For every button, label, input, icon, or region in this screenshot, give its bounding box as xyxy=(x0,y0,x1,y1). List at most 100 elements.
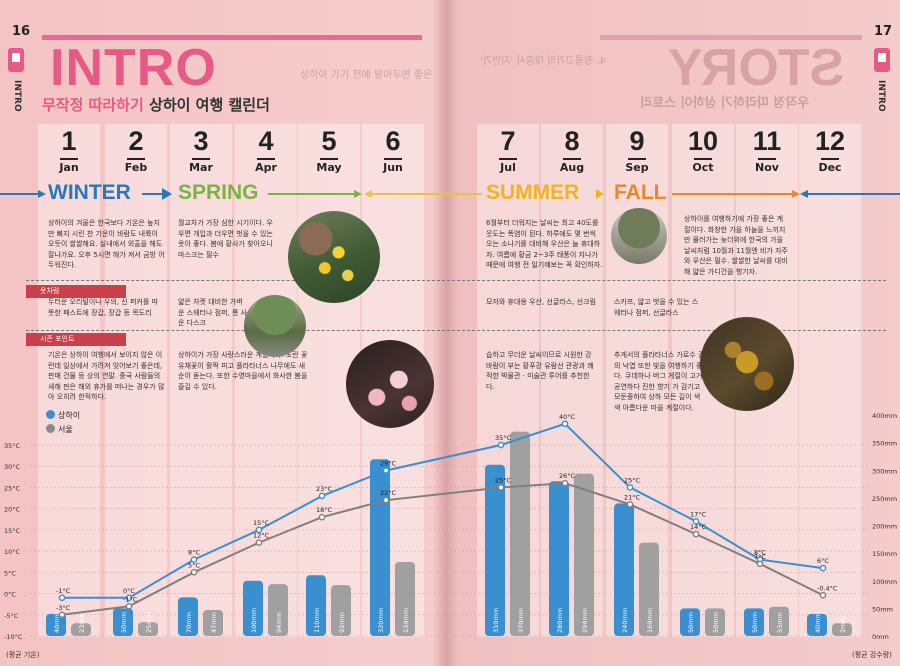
precip-axis-tick: 100mm xyxy=(872,578,897,586)
temp-label: -1°C xyxy=(56,587,71,595)
month-column-apr xyxy=(235,124,297,637)
precip-bar-seoul xyxy=(832,623,852,636)
page-icon-right xyxy=(874,48,890,72)
temp-axis-tick: -10°C xyxy=(4,633,23,641)
season-spring: SPRING xyxy=(178,181,259,204)
precip-bar-shanghai xyxy=(306,575,326,636)
temp-point xyxy=(382,496,390,504)
temp-label: 26°C xyxy=(559,472,576,480)
winter-weather-text: 상하이의 겨울은 한국보다 기온은 높지만 빠지 시린 찬 기운이 바람도 내륙… xyxy=(48,219,165,269)
precip-label-shanghai: 110mm xyxy=(313,608,321,633)
tag-sights: 시즌 포인트 xyxy=(26,333,126,346)
precip-bar-shanghai xyxy=(807,613,827,636)
month-column-jan xyxy=(38,124,100,637)
legend-swatch-seoul xyxy=(46,424,55,433)
header-rule-right xyxy=(600,35,862,40)
temp-label: 29°C xyxy=(380,459,397,467)
temp-point xyxy=(382,467,390,474)
ghost-left-header: 상하이 가기 전에 알아두면 좋은 xyxy=(300,70,433,81)
month-underline xyxy=(192,158,210,160)
month-underline xyxy=(127,158,145,160)
month-name: Jul xyxy=(500,161,516,174)
month-name: Aug xyxy=(559,161,585,174)
month-number: 1 xyxy=(61,126,77,156)
precip-label-seoul: 50mm xyxy=(712,612,720,633)
temp-label: 18°C xyxy=(316,506,333,514)
temp-label: 21°C xyxy=(624,493,641,501)
plum-blossom-photo xyxy=(346,340,434,428)
precip-bar-shanghai xyxy=(113,608,133,636)
temp-point xyxy=(819,591,827,599)
month-underline xyxy=(563,158,581,160)
precip-label-shanghai: 40mm xyxy=(53,612,61,633)
legend-label-seoul: 서울 xyxy=(58,425,73,434)
temp-point xyxy=(626,484,634,491)
page-number-right: 17 xyxy=(874,24,893,39)
month-column-mar xyxy=(170,124,232,637)
subtitle-pink: 무작정 따라하기 xyxy=(42,96,144,114)
month-name: May xyxy=(316,161,342,174)
temp-point xyxy=(255,526,263,534)
month-header-aug: 8 Aug xyxy=(541,126,603,174)
month-number: 8 xyxy=(564,126,580,156)
page-subtitle: 무작정 따라하기 상하이 여행 캘린더 xyxy=(42,94,270,115)
precip-label-seoul: 134mm xyxy=(402,608,410,633)
winter-sights-text: 기온은 상하이 여행에서 보이지 않은 이런데 일상에서 가려져 잊어보기 좋은… xyxy=(48,351,165,401)
precip-label-seoul: 2mm xyxy=(839,616,847,633)
temp-point xyxy=(626,501,634,508)
temp-point xyxy=(561,420,569,428)
precip-axis-tick: 0mm xyxy=(872,633,889,641)
tree-street-photo xyxy=(244,295,306,357)
precip-label-seoul: 25mm xyxy=(145,612,153,633)
temp-label: -3°C xyxy=(56,604,71,612)
month-underline xyxy=(320,158,338,160)
precip-label-shanghai: 70mm xyxy=(185,612,193,633)
month-column-feb xyxy=(105,124,167,637)
month-number: 5 xyxy=(321,126,337,156)
divider-sights xyxy=(26,330,886,331)
month-name: Nov xyxy=(755,161,779,174)
precip-axis-tick: 50mm xyxy=(872,605,893,613)
month-header-sep: 9 Sep xyxy=(606,126,668,174)
month-underline xyxy=(257,158,275,160)
temp-label: 6°C xyxy=(817,557,829,565)
precip-bar-shanghai xyxy=(614,503,634,636)
legend-swatch-shanghai xyxy=(46,410,55,419)
month-number: 3 xyxy=(193,126,209,156)
precip-bar-shanghai xyxy=(680,608,700,636)
temp-point xyxy=(125,602,133,610)
temp-label: 5°C xyxy=(188,561,200,569)
footnote-temperature: (평균 기온) xyxy=(6,651,40,659)
month-number: 11 xyxy=(752,126,782,156)
temp-label: 8°C xyxy=(188,549,200,557)
precip-axis-tick: 400mm xyxy=(872,412,897,420)
temp-axis-tick: 15°C xyxy=(4,527,21,535)
month-header-jan: 1 Jan xyxy=(38,126,100,174)
winter-arrowhead xyxy=(162,188,172,200)
precip-bar-seoul xyxy=(138,622,158,636)
precip-label-seoul: 53mm xyxy=(776,612,784,633)
fall-arrowhead xyxy=(792,190,800,198)
precip-axis-tick: 200mm xyxy=(872,523,897,531)
fall-weather-text: 상하이를 여행하기에 가장 좋은 계절이다. 화창한 가을 하늘을 느끼지만 물… xyxy=(684,215,788,276)
summer-sights-text: 습하고 무더운 날씨이므로 시원한 강바람이 부는 황푸강 유람선 관광과 쾌적… xyxy=(486,351,594,391)
precip-label-seoul: 92mm xyxy=(338,612,346,633)
spring-clothing-text: 얇은 자켓 대비한 가벼운 스웨터나 점퍼, 롱 사운 다스크 xyxy=(178,298,248,327)
month-number: 2 xyxy=(128,126,144,156)
precip-bar-shanghai xyxy=(549,481,569,636)
spring-weather-text: 월교차가 가장 심한 시기이다. 우우면 개입과 더우면 벗을 수 있는 옷이 … xyxy=(178,219,273,259)
subtitle-black: 상하이 여행 캘린더 xyxy=(149,96,270,114)
precip-bar-shanghai xyxy=(178,597,198,636)
precip-bar-seoul xyxy=(203,610,223,636)
daffodil-photo xyxy=(288,211,380,303)
temp-point xyxy=(318,513,326,521)
precip-bar-seoul xyxy=(395,561,415,636)
temp-label: 8°C xyxy=(754,549,766,557)
month-number: 12 xyxy=(814,126,846,156)
month-underline xyxy=(384,158,402,160)
temp-label: 25°C xyxy=(495,476,512,484)
month-number: 10 xyxy=(687,126,719,156)
precip-bar-seoul xyxy=(705,608,725,636)
month-header-nov: 11 Nov xyxy=(736,126,798,174)
